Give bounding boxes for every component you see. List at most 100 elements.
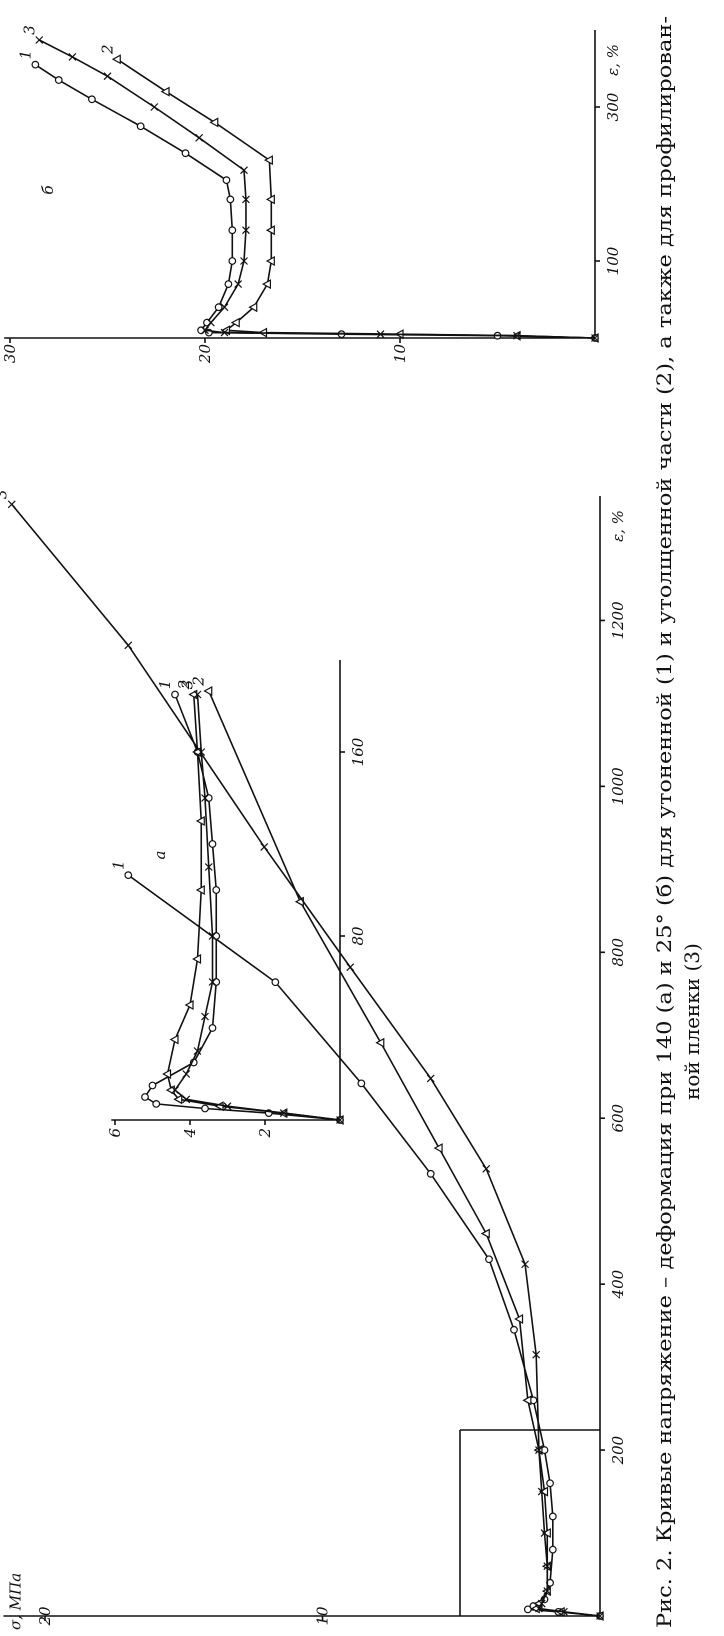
x-tick-label: 100 <box>604 246 622 275</box>
data-point <box>208 932 217 940</box>
y-tick-label: 20 <box>196 344 214 365</box>
data-point <box>591 334 599 342</box>
data-point <box>265 194 275 205</box>
data-point <box>240 166 248 175</box>
data-point <box>510 1325 518 1334</box>
data-point <box>426 1169 435 1178</box>
data-point <box>220 328 229 337</box>
curve <box>116 58 596 339</box>
x-tick-label: 1200 <box>609 601 627 640</box>
data-point <box>162 1068 172 1080</box>
data-point <box>230 317 240 328</box>
series-label: 2 <box>190 676 208 687</box>
data-point <box>103 72 112 81</box>
data-point <box>537 1599 546 1608</box>
data-point <box>376 330 385 339</box>
data-point <box>201 794 209 802</box>
data-point <box>173 1094 183 1105</box>
data-point <box>124 871 133 880</box>
data-point <box>212 886 221 894</box>
series-label: 3 <box>20 25 38 35</box>
data-point <box>336 1116 344 1124</box>
data-point <box>212 978 221 986</box>
panel-label: б <box>39 185 57 195</box>
data-point <box>7 500 16 509</box>
data-point <box>261 279 271 290</box>
data-point <box>240 257 248 265</box>
series-label: 2 <box>175 680 193 691</box>
data-point <box>482 1164 491 1173</box>
data-point <box>220 303 229 312</box>
y-tick-label: 6 <box>106 1128 124 1138</box>
curve <box>143 694 341 1121</box>
data-point <box>537 1487 546 1496</box>
data-point <box>208 840 217 848</box>
curve <box>34 63 596 339</box>
data-point <box>433 1143 443 1154</box>
data-point <box>152 1100 161 1108</box>
data-point <box>521 1260 530 1269</box>
caption-line: ной пленки (3) <box>680 943 704 1100</box>
data-point <box>523 1605 532 1614</box>
data-point <box>171 1086 179 1095</box>
data-point <box>540 1529 549 1537</box>
curve <box>38 39 596 339</box>
data-point <box>148 1081 157 1090</box>
y-tick-label: 20 <box>36 1606 54 1627</box>
data-point <box>234 280 243 289</box>
series-label: 3 <box>0 490 11 500</box>
caption-line: Рис. 2. Кривые напряжение – деформация п… <box>652 16 676 1628</box>
data-point <box>535 1604 543 1613</box>
data-point <box>206 318 215 327</box>
data-point <box>150 103 159 111</box>
data-point <box>201 1104 209 1113</box>
series-label: 1 <box>16 50 34 60</box>
data-point <box>208 1024 217 1032</box>
data-point <box>201 326 209 335</box>
data-point <box>596 1612 604 1620</box>
data-point <box>548 1545 557 1554</box>
data-point <box>197 748 206 756</box>
data-point <box>195 133 204 142</box>
data-point <box>171 690 179 699</box>
x-axis-label: ε, % <box>609 510 627 542</box>
curve <box>166 694 341 1121</box>
curve <box>11 503 601 1617</box>
data-point <box>111 54 121 65</box>
data-point <box>201 1012 209 1021</box>
data-point <box>204 794 213 802</box>
data-point <box>546 1479 554 1488</box>
data-point <box>346 963 355 972</box>
x-tick-label: 200 <box>609 1435 627 1465</box>
data-point <box>375 1037 385 1048</box>
data-point <box>265 225 275 236</box>
x-tick-label: 160 <box>349 737 367 766</box>
y-tick-label: 10 <box>391 344 409 364</box>
data-point <box>204 863 213 871</box>
data-point <box>222 176 231 185</box>
data-point <box>357 1079 366 1088</box>
y-axis-label: σ, МПа <box>6 1573 24 1630</box>
data-point <box>485 1255 493 1264</box>
data-point <box>209 117 219 128</box>
data-point <box>543 1587 552 1596</box>
y-tick-label: 2 <box>256 1128 274 1139</box>
data-point <box>263 155 273 166</box>
data-point <box>160 86 170 97</box>
x-tick-label: 1000 <box>609 767 627 806</box>
data-point <box>192 953 202 965</box>
x-tick-label: 600 <box>609 1103 627 1132</box>
data-point <box>480 1228 490 1239</box>
data-point <box>182 1070 191 1078</box>
x-tick-label: 800 <box>609 938 627 967</box>
y-tick-label: 4 <box>181 1128 199 1139</box>
series-label: 3 <box>179 680 197 690</box>
data-point <box>31 60 40 69</box>
data-point <box>260 843 269 851</box>
data-point <box>426 1074 435 1083</box>
series-label: 2 <box>98 44 116 55</box>
data-point <box>214 303 223 312</box>
series-label: 1 <box>156 680 174 690</box>
data-point <box>212 932 221 940</box>
